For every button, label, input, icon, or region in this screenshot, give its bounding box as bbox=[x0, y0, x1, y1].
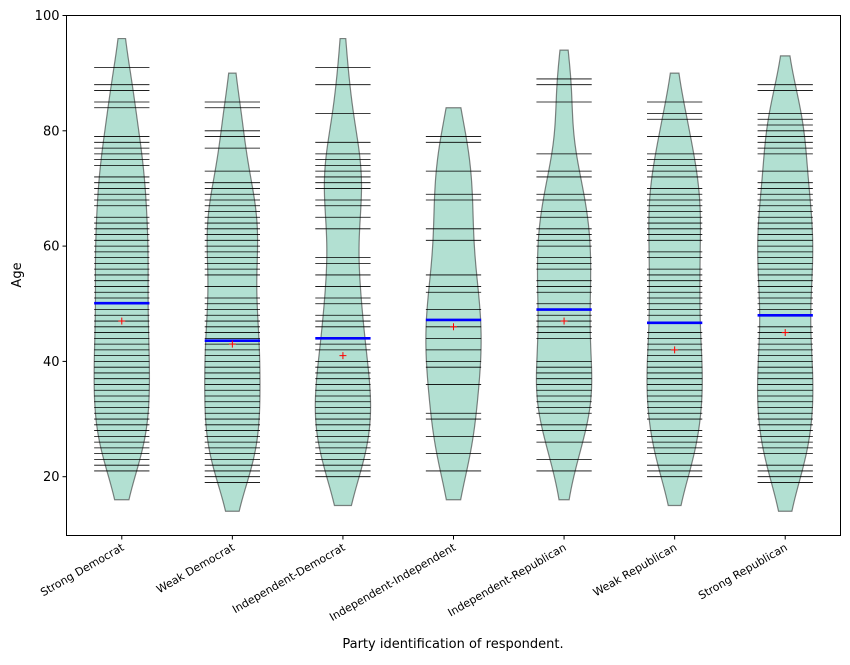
y-tick-label: 60 bbox=[43, 240, 60, 255]
median-marker bbox=[118, 317, 126, 325]
median-marker bbox=[781, 329, 789, 337]
violin-body bbox=[314, 37, 372, 507]
bean-2 bbox=[204, 72, 261, 512]
bean-7 bbox=[756, 55, 814, 512]
median-marker bbox=[560, 317, 568, 325]
y-axis-label: Age bbox=[10, 262, 25, 287]
bean-4 bbox=[425, 107, 482, 501]
x-tick-label: Independent-Democrat bbox=[230, 540, 348, 616]
bean-3 bbox=[314, 37, 372, 507]
y-tick-label: 20 bbox=[43, 470, 60, 485]
x-axis-label: Party identification of respondent. bbox=[342, 637, 563, 652]
median-marker bbox=[339, 352, 347, 360]
plot-marks bbox=[93, 37, 814, 512]
x-tick-label: Weak Democrat bbox=[154, 541, 237, 597]
violin-body bbox=[425, 107, 482, 501]
violin-body bbox=[204, 72, 261, 512]
x-tick-label: Independent-Republican bbox=[446, 541, 569, 619]
violin-body bbox=[646, 72, 703, 507]
y-tick-label: 100 bbox=[35, 9, 60, 24]
median-marker bbox=[228, 340, 236, 348]
violin-body bbox=[756, 55, 814, 512]
bean-5 bbox=[535, 49, 593, 501]
violin-body bbox=[535, 49, 593, 501]
x-tick-label: Strong Republican bbox=[696, 541, 790, 603]
x-tick-label: Independent-Independent bbox=[327, 541, 458, 624]
median-marker bbox=[671, 346, 679, 354]
y-tick-label: 40 bbox=[43, 355, 60, 370]
bean-1 bbox=[93, 37, 151, 501]
y-axis: 20 40 60 80 100 bbox=[35, 9, 67, 485]
x-axis: Strong Democrat Weak DemocratIndependent-… bbox=[38, 535, 790, 624]
x-tick-label: Weak Republican bbox=[591, 541, 679, 599]
median-marker bbox=[450, 323, 457, 331]
x-tick-label: Strong Democrat bbox=[38, 541, 127, 600]
bean-6 bbox=[646, 72, 703, 507]
y-tick-label: 80 bbox=[43, 124, 60, 139]
